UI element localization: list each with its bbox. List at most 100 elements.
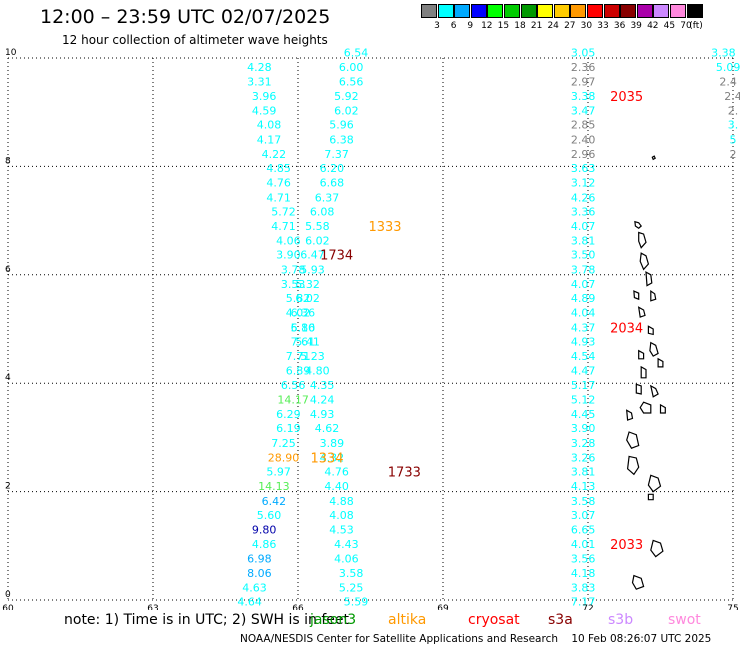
legend-swatch <box>437 4 454 18</box>
wave-height-value: 2 <box>730 148 737 161</box>
legend-label: 3 <box>434 21 440 31</box>
x-tick-label: 60 <box>2 604 14 610</box>
pass-time-label: 1734 <box>320 249 353 264</box>
wave-height-value: 6.86 <box>291 321 316 334</box>
island-outline <box>638 231 647 249</box>
wave-height-value: 6.29 <box>276 408 301 421</box>
wave-height-value: 4.04 <box>571 307 596 320</box>
wave-height-value: 4.47 <box>571 365 596 378</box>
legend-swatch <box>487 4 504 18</box>
wave-height-value: 6.02 <box>305 235 330 248</box>
wave-height-value: 4.13 <box>571 480 596 493</box>
wave-height-value: 4.18 <box>571 567 596 580</box>
x-tick-label: 75 <box>727 604 738 610</box>
wave-height-value: 4.53 <box>329 524 354 537</box>
wave-height-value: 4.08 <box>257 119 282 132</box>
wave-height-value: 4.22 <box>262 148 287 161</box>
wave-height-value: 4.07 <box>571 220 596 233</box>
island-outline <box>647 493 654 501</box>
wave-height-value: 3.53 <box>281 278 306 291</box>
wave-height-value: 3.81 <box>571 235 596 248</box>
y-tick-label: 8 <box>5 156 11 166</box>
legend-swatch <box>553 4 570 18</box>
legend-swatch <box>670 4 686 18</box>
wave-height-value: 3. <box>728 119 739 132</box>
island-outline <box>626 455 640 476</box>
wave-height-value: 6.65 <box>571 524 596 537</box>
axis-tick-labels: 60 63 66 69 72 75 0 2 4 6 8 10 <box>2 48 738 610</box>
legend-label: 6 <box>450 21 457 31</box>
island-outline <box>633 290 640 301</box>
wave-height-value: 4.08 <box>329 509 354 522</box>
satellite-s3a: s3a <box>548 612 573 628</box>
island-outline <box>649 384 659 398</box>
island-outline <box>659 403 666 414</box>
island-outline <box>639 252 650 271</box>
wave-height-value: 4.06 <box>334 552 359 565</box>
island-outline <box>634 220 643 229</box>
wave-height-value: 5.41 <box>295 335 320 348</box>
legend-swatch <box>686 4 703 18</box>
y-tick-label: 2 <box>5 482 11 492</box>
legend-label: 21 <box>530 21 543 31</box>
wave-height-value: 6.98 <box>247 552 272 565</box>
legend-unit: (ft) <box>689 21 703 31</box>
wave-height-value: 6.02 <box>334 105 359 118</box>
y-tick-label: 4 <box>5 373 11 383</box>
legend-swatch <box>636 4 653 18</box>
legend-swatch <box>520 4 537 18</box>
wave-height-value: 7.17 <box>571 596 596 609</box>
wave-height-value: 3.83 <box>571 582 596 595</box>
wave-height-value: 5.93 <box>300 263 325 276</box>
map-title: 12:00 – 23:59 UTC 02/07/2025 <box>40 6 331 28</box>
wave-height-value: 2.4 <box>724 90 740 103</box>
x-tick-label: 66 <box>292 604 304 610</box>
wave-height-value: 5.96 <box>329 119 354 132</box>
y-tick-label: 10 <box>5 48 17 58</box>
legend-swatch <box>421 4 437 18</box>
satellite-swot: swot <box>668 612 701 628</box>
wave-height-value: 5.60 <box>257 509 282 522</box>
wave-height-value: 3.81 <box>571 466 596 479</box>
island-outline <box>650 289 657 302</box>
wave-height-value: 4.62 <box>315 422 340 435</box>
wave-height-value: 2.4 <box>719 75 737 88</box>
island-outline <box>626 431 640 449</box>
wave-height-value: 5.72 <box>271 205 296 218</box>
satellite-s3b: s3b <box>608 612 634 628</box>
wave-height-value: 4.06 <box>276 235 301 248</box>
wave-height-value: 4.54 <box>571 350 596 363</box>
legend-label: 12 <box>481 21 493 31</box>
pass-time-label: 1733 <box>388 466 421 481</box>
wave-height-value: 5.82 <box>286 292 311 305</box>
wave-height-value: 2.40 <box>571 133 596 146</box>
island-outline <box>638 349 645 360</box>
wave-height-value: 3.78 <box>571 263 596 276</box>
wave-height-value: 14.17 <box>277 393 309 406</box>
island-outline <box>637 306 646 318</box>
legend-swatch <box>570 4 587 18</box>
wave-height-value: 5.17 <box>571 379 596 392</box>
wave-height-value: 4.80 <box>305 365 330 378</box>
wave-height-value: 3.89 <box>320 437 345 450</box>
wave-height-value: 4.01 <box>571 538 596 551</box>
island-outline <box>635 383 642 395</box>
grid-lines <box>7 57 734 601</box>
legend-swatch <box>620 4 637 18</box>
legend-label: 9 <box>467 21 474 31</box>
wave-height-value: 4.89 <box>571 292 596 305</box>
wave-height-value: 3.47 <box>571 105 596 118</box>
wave-height-value: 4.28 <box>247 61 272 74</box>
satellite-cryosat: cryosat <box>468 612 520 628</box>
wave-height-value: 2. <box>728 105 739 118</box>
wave-height-value: 9.80 <box>252 524 277 537</box>
wave-height-value: 6.36 <box>291 307 316 320</box>
wave-height-value: 6.02 <box>295 292 320 305</box>
island-outline <box>651 155 656 161</box>
wave-height-value: 3.58 <box>571 495 596 508</box>
wave-height-value: 4.76 <box>324 466 349 479</box>
wave-height-value: 4.88 <box>329 495 354 508</box>
wave-height-value: 3.96 <box>252 90 277 103</box>
wave-height-value: 5.97 <box>266 466 291 479</box>
wave-height-value: 6.20 <box>320 162 345 175</box>
